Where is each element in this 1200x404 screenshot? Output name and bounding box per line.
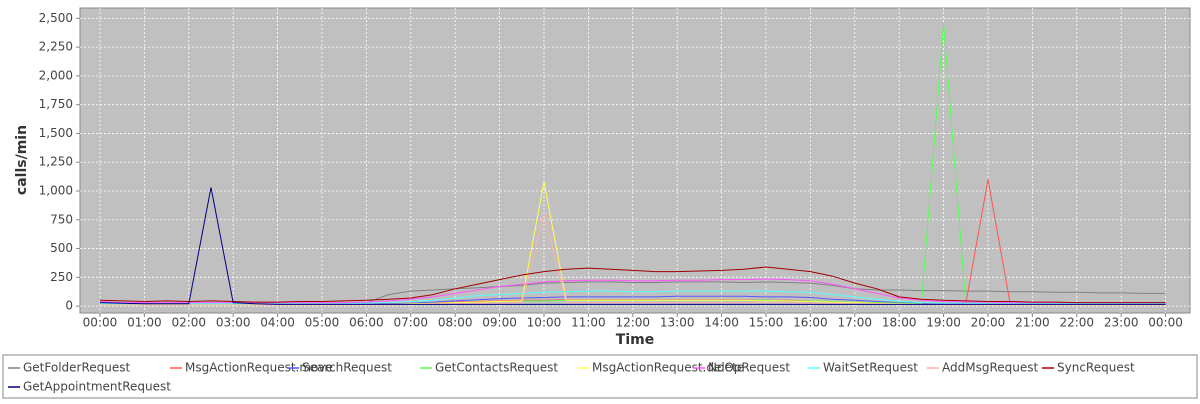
y-tick-label: 2,250 [39, 40, 73, 54]
x-tick-label: 14:00 [704, 316, 739, 330]
legend-label: NoOpRequest [708, 361, 790, 375]
x-tick-label: 00:00 [83, 316, 118, 330]
x-tick-label: 12:00 [615, 316, 650, 330]
x-tick-label: 03:00 [216, 316, 251, 330]
y-tick-label: 500 [50, 241, 73, 255]
y-tick-label: 0 [65, 299, 73, 313]
x-tick-label: 18:00 [882, 316, 917, 330]
legend-label: MsgActionRequest.delete [592, 361, 744, 375]
x-tick-label: 17:00 [837, 316, 872, 330]
legend-label: GetContactsRequest [435, 361, 558, 375]
plot-area [79, 7, 1191, 314]
legend-label: AddMsgRequest [942, 361, 1038, 375]
x-tick-label: 21:00 [1015, 316, 1050, 330]
legend [2, 354, 1198, 399]
x-tick-label: 08:00 [438, 316, 473, 330]
x-tick-label: 04:00 [260, 316, 295, 330]
legend-label: SearchRequest [302, 361, 392, 375]
x-axis-label: Time [616, 332, 654, 348]
y-tick-label: 1,500 [39, 126, 73, 140]
series-line [99, 187, 1166, 305]
x-tick-label: 07:00 [393, 316, 428, 330]
x-tick-label: 06:00 [349, 316, 384, 330]
x-tick-label: 22:00 [1059, 316, 1094, 330]
legend-label: MsgActionRequest.move [185, 361, 333, 375]
y-tick-label: 2,000 [39, 68, 73, 82]
x-tick-label: 15:00 [749, 316, 784, 330]
legend-label: GetAppointmentRequest [23, 380, 171, 394]
legend-label: SyncRequest [1057, 361, 1135, 375]
y-tick-label: 1,250 [39, 155, 73, 169]
series-line [99, 266, 1166, 304]
legend-label: WaitSetRequest [823, 361, 918, 375]
y-tick-label: 250 [50, 270, 73, 284]
y-tick-label: 1,750 [39, 97, 73, 111]
x-tick-label: 01:00 [127, 316, 162, 330]
y-tick-label: 750 [50, 212, 73, 226]
x-tick-label: 16:00 [793, 316, 828, 330]
x-tick-label: 11:00 [571, 316, 606, 330]
x-tick-label: 05:00 [305, 316, 340, 330]
x-tick-label: 19:00 [926, 316, 961, 330]
x-tick-label: 20:00 [971, 316, 1006, 330]
x-tick-label: 00:00 [1148, 316, 1183, 330]
y-axis-label: calls/min [14, 125, 30, 195]
x-tick-label: 09:00 [482, 316, 517, 330]
x-tick-label: 10:00 [527, 316, 562, 330]
x-tick-label: 02:00 [171, 316, 206, 330]
y-tick-label: 2,500 [39, 11, 73, 25]
y-tick-label: 1,000 [39, 184, 73, 198]
x-tick-label: 13:00 [660, 316, 695, 330]
legend-label: GetFolderRequest [23, 361, 131, 375]
x-tick-label: 23:00 [1104, 316, 1139, 330]
series-line [100, 290, 1166, 305]
